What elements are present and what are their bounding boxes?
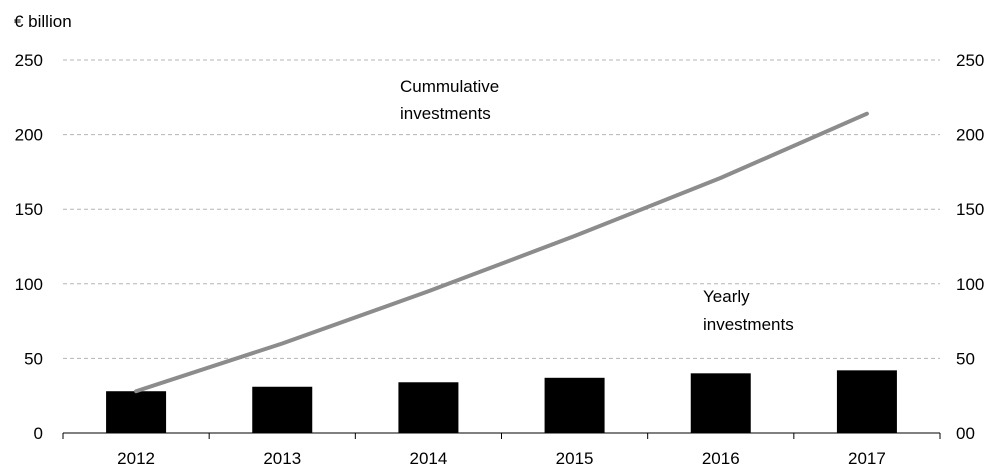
annotation-cumulative-line1: Cummulative <box>400 77 499 96</box>
x-tick-label: 2013 <box>263 449 301 468</box>
y-tick-label-left: 150 <box>15 200 43 219</box>
axes <box>62 432 941 439</box>
y-tick-label-right: 00 <box>956 424 975 443</box>
y-tick-label-left: 250 <box>15 51 43 70</box>
y-tick-label-left: 0 <box>34 424 43 443</box>
y-tick-label-right: 250 <box>956 51 984 70</box>
y-tick-label-left: 100 <box>15 275 43 294</box>
annotation-yearly-line1: Yearly <box>703 287 750 306</box>
bar <box>690 373 751 433</box>
x-tick-label: 2015 <box>556 449 594 468</box>
bar <box>106 391 167 433</box>
x-tick-label: 2014 <box>410 449 448 468</box>
x-tick-label: 2016 <box>702 449 740 468</box>
cumulative-line <box>134 111 869 394</box>
annotation-cumulative-line2: investments <box>400 104 491 123</box>
x-tick-label: 2012 <box>117 449 155 468</box>
y-tick-label-right: 100 <box>956 275 984 294</box>
bar-series-yearly <box>106 370 897 433</box>
line-series-cumulative <box>134 111 869 394</box>
gridlines <box>63 59 940 359</box>
y-axis-unit-label: € billion <box>14 12 72 31</box>
y-tick-label-right: 150 <box>956 200 984 219</box>
bar <box>398 382 459 433</box>
annotation-yearly-line2: investments <box>703 315 794 334</box>
bar <box>836 370 897 433</box>
bar <box>252 386 313 433</box>
y-tick-label-left: 50 <box>24 349 43 368</box>
x-tick-label: 2017 <box>848 449 886 468</box>
y-tick-label-left: 200 <box>15 126 43 145</box>
bar <box>544 377 605 433</box>
y-tick-label-right: 50 <box>956 349 975 368</box>
y-tick-label-right: 200 <box>956 126 984 145</box>
